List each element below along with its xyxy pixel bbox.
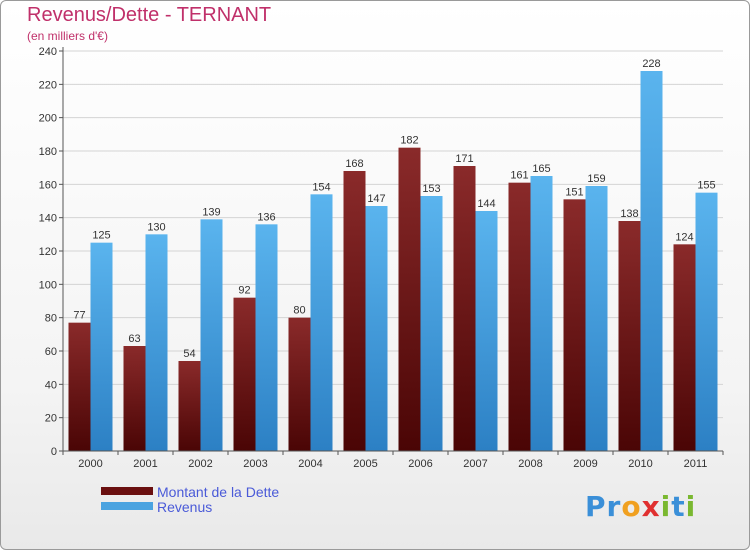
y-tick-label: 240 — [39, 46, 57, 58]
bar-revenus — [200, 219, 223, 451]
bar-revenus — [255, 224, 278, 451]
bar-dette — [453, 166, 476, 451]
y-tick-label: 220 — [39, 79, 57, 91]
chart-title: Revenus/Dette - TERNANT — [27, 4, 272, 26]
y-tick-label: 0 — [51, 446, 57, 458]
x-tick-label: 2009 — [573, 458, 597, 470]
legend-swatch-debt — [101, 487, 153, 495]
legend-swatch-revenus — [101, 502, 153, 510]
y-tick-label: 180 — [39, 146, 57, 158]
bar-dette — [673, 244, 696, 451]
bar-dette — [288, 317, 311, 451]
x-tick-label: 2006 — [408, 458, 432, 470]
logo-letter: r — [606, 490, 622, 523]
data-label: 130 — [147, 221, 165, 233]
data-label: 165 — [532, 163, 550, 175]
logo-letter: o — [621, 490, 642, 523]
bar-dette — [618, 221, 641, 451]
bar-dette — [68, 322, 91, 451]
data-label: 168 — [345, 158, 363, 170]
y-tick-label: 120 — [39, 246, 57, 258]
y-tick-label: 200 — [39, 113, 57, 125]
bar-revenus — [475, 211, 498, 451]
data-label: 138 — [620, 208, 638, 220]
x-tick-label: 2005 — [353, 458, 377, 470]
bar-dette — [178, 361, 201, 451]
bar-revenus — [365, 206, 388, 451]
bar-revenus — [420, 196, 443, 451]
bar-dette — [233, 297, 256, 451]
bar-dette — [398, 147, 421, 451]
data-label: 159 — [587, 173, 605, 185]
x-tick-label: 2002 — [188, 458, 212, 470]
data-label: 80 — [293, 305, 305, 317]
data-label: 147 — [367, 193, 385, 205]
bar-revenus — [585, 186, 608, 451]
x-tick-label: 2000 — [78, 458, 102, 470]
bar-dette — [563, 199, 586, 451]
y-tick-label: 100 — [39, 279, 57, 291]
data-label: 54 — [183, 348, 195, 360]
logo-letter: t — [671, 490, 686, 523]
bar-revenus — [530, 176, 553, 451]
data-label: 77 — [73, 310, 85, 322]
data-label: 182 — [400, 135, 418, 147]
x-tick-label: 2010 — [628, 458, 652, 470]
logo-letter: x — [641, 490, 661, 523]
data-label: 136 — [257, 211, 275, 223]
data-label: 144 — [477, 198, 495, 210]
data-label: 155 — [697, 180, 715, 192]
y-tick-label: 40 — [45, 379, 57, 391]
data-label: 63 — [128, 333, 140, 345]
x-tick-label: 2001 — [133, 458, 157, 470]
logo-letter: i — [685, 490, 697, 523]
chart-subtitle: (en milliers d'€) — [27, 29, 108, 43]
logo-letter: P — [585, 490, 607, 523]
legend-label-debt: Montant de la Dette — [157, 484, 280, 500]
bar-dette — [343, 171, 366, 451]
data-label: 154 — [312, 181, 330, 193]
bar-revenus — [145, 234, 168, 451]
legend-label-revenus: Revenus — [157, 499, 213, 515]
y-tick-label: 80 — [45, 313, 57, 325]
x-tick-label: 2011 — [684, 458, 708, 470]
y-tick-label: 140 — [39, 213, 57, 225]
x-tick-label: 2004 — [298, 458, 322, 470]
data-label: 161 — [510, 170, 528, 182]
data-label: 124 — [675, 231, 693, 243]
proxiti-logo: Proxiti — [585, 490, 696, 523]
data-label: 228 — [642, 58, 660, 70]
data-label: 153 — [422, 183, 440, 195]
y-tick-label: 160 — [39, 179, 57, 191]
data-label: 151 — [565, 186, 583, 198]
data-label: 139 — [202, 206, 220, 218]
x-tick-label: 2007 — [463, 458, 487, 470]
bar-revenus — [90, 242, 113, 451]
bar-revenus — [695, 192, 718, 451]
bar-revenus — [640, 71, 663, 451]
bar-dette — [123, 346, 146, 451]
data-label: 92 — [238, 285, 250, 297]
y-tick-label: 60 — [45, 346, 57, 358]
bar-dette — [508, 182, 531, 451]
x-tick-label: 2003 — [243, 458, 267, 470]
bar-revenus — [310, 194, 333, 452]
logo-letter: i — [660, 490, 672, 523]
y-tick-label: 20 — [45, 413, 57, 425]
data-label: 171 — [455, 153, 473, 165]
x-tick-label: 2008 — [518, 458, 542, 470]
data-label: 125 — [92, 230, 110, 242]
